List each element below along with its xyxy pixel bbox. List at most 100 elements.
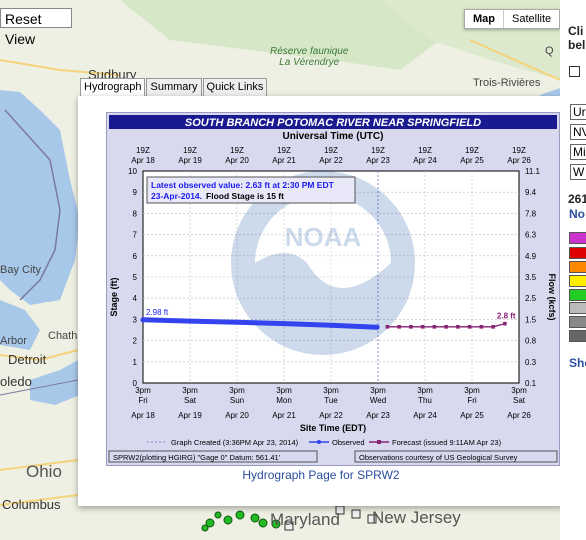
observed-point-1 <box>187 318 193 324</box>
map-label-maryland: Maryland <box>270 510 340 529</box>
flow-tick-6: 4.9 <box>525 252 537 261</box>
forecast-point-2 <box>409 325 413 329</box>
edt-tick-time-3: 3pm <box>276 386 292 395</box>
utc-tick-date-5: Apr 23 <box>366 156 390 165</box>
noaa-logo: NOAA <box>231 171 415 355</box>
map-label-detroit: Detroit <box>8 352 47 367</box>
map-label-columbus: Columbus <box>2 497 61 512</box>
legend-swatch-6 <box>569 316 586 328</box>
info-date: 23-Apr-2014. <box>151 191 202 201</box>
utc-tick-date-0: Apr 18 <box>131 156 155 165</box>
edt-tick-date-2: Apr 20 <box>225 411 249 420</box>
edt-tick-date-8: Apr 26 <box>507 411 531 420</box>
flow-tick-1: 0.3 <box>525 358 537 367</box>
edt-tick-day-6: Thu <box>418 396 432 405</box>
panel-show-link[interactable]: Sho <box>569 356 586 370</box>
edt-tick-date-5: Apr 23 <box>366 411 390 420</box>
observed-series-line <box>140 317 380 330</box>
edt-tick-day-4: Tue <box>324 396 338 405</box>
info-box <box>146 176 356 204</box>
panel-no-link[interactable]: No <box>569 207 585 221</box>
map-label-bay-city: Bay City <box>0 264 41 276</box>
map-label-arbor: Arbor <box>0 335 27 347</box>
edt-tick-day-3: Mon <box>276 396 292 405</box>
chart-title: SOUTH BRANCH POTOMAC RIVER NEAR SPRINGFI… <box>185 117 481 129</box>
map-type-map-button[interactable]: Map <box>473 13 495 25</box>
utc-tick-2: 19Z <box>230 146 244 155</box>
legend-observed: Observed <box>332 438 365 447</box>
edt-tick-date-3: Apr 21 <box>272 411 296 420</box>
flow-tick-8: 7.8 <box>525 209 537 218</box>
flow-tick-4: 2.5 <box>525 294 537 303</box>
map-label-new-jersey: New Jersey <box>372 508 461 527</box>
edt-tick-day-2: Sun <box>230 396 244 405</box>
panel-click-text: Cli <box>568 24 584 38</box>
edt-tick-day-5: Wed <box>370 396 386 405</box>
forecast-point-9 <box>491 325 495 329</box>
forecast-point-5 <box>444 325 448 329</box>
panel-option-2[interactable]: Mi <box>570 144 586 160</box>
series-layer: 2.98 ft 2.8 ft <box>140 308 516 330</box>
hydrograph-image: SOUTH BRANCH POTOMAC RIVER NEAR SPRINGFI… <box>106 112 560 466</box>
stage-tick-2: 2 <box>133 337 138 346</box>
map-label-toledo: oledo <box>0 374 32 389</box>
edt-tick-time-2: 3pm <box>229 386 245 395</box>
map-label-reserve: Réserve faunique La Vérendrye <box>270 46 349 68</box>
forecast-point-4 <box>432 325 437 329</box>
stage-tick-8: 8 <box>133 209 138 218</box>
info-line2: 23-Apr-2014. Flood Stage is 15 ft <box>151 191 284 201</box>
forecast-point-6 <box>456 325 460 329</box>
edt-tick-time-5: 3pm <box>370 386 386 395</box>
y-axis-label-stage: Stage (ft) <box>109 278 119 317</box>
utc-tick-date-4: Apr 22 <box>319 156 343 165</box>
utc-tick-5: 19Z <box>371 146 385 155</box>
flow-tick-9: 9.4 <box>525 188 537 197</box>
y-axis-label-flow: Flow (kcfs) <box>547 273 557 320</box>
grid-lines <box>143 171 519 383</box>
stage-tick-7: 7 <box>133 231 138 240</box>
tab-quick-links[interactable]: Quick Links <box>202 78 268 97</box>
observed-point-5 <box>374 324 380 330</box>
panel-checkbox[interactable] <box>569 66 580 77</box>
flow-tick-5: 3.5 <box>525 273 537 282</box>
map-label-ohio: Ohio <box>26 462 62 481</box>
hydrograph-page-link[interactable]: Hydrograph Page for SPRW2 <box>242 468 400 482</box>
map-type-satellite-button[interactable]: Satellite <box>503 10 559 28</box>
tab-summary[interactable]: Summary <box>146 78 202 97</box>
footer-credit: Observations courtesy of US Geological S… <box>359 453 518 462</box>
panel-option-1[interactable]: NV <box>570 124 586 140</box>
panel-option-0[interactable]: Ur <box>570 104 586 120</box>
utc-tick-8: 19Z <box>512 146 526 155</box>
edt-tick-day-0: Fri <box>138 396 148 405</box>
stage-tick-1: 1 <box>133 358 138 367</box>
edt-tick-date-1: Apr 19 <box>178 411 202 420</box>
observed-point-2 <box>234 319 240 325</box>
right-panel: Cli bel Ur NV Mi W 261 No Sho <box>560 0 586 540</box>
edt-tick-time-8: 3pm <box>511 386 527 395</box>
flow-tick-2: 0.8 <box>525 337 537 346</box>
legend-swatch-4 <box>569 289 586 301</box>
legend-created: Graph Created (3:36PM Apr 23, 2014) <box>171 438 299 447</box>
utc-tick-date-7: Apr 25 <box>460 156 484 165</box>
reset-view-button[interactable]: Reset View <box>0 8 72 47</box>
edt-tick-time-1: 3pm <box>182 386 198 395</box>
start-value-label: 2.98 ft <box>146 308 169 317</box>
forecast-point-1 <box>397 325 401 329</box>
footer-left-box <box>108 450 318 463</box>
observed-point-4 <box>328 322 334 328</box>
stage-tick-4: 4 <box>133 294 138 303</box>
edt-tick-time-6: 3pm <box>417 386 433 395</box>
tab-hydrograph[interactable]: Hydrograph <box>80 78 146 98</box>
forecast-point-10 <box>503 321 507 326</box>
info-flood-stage: Flood Stage is 15 ft <box>206 191 284 201</box>
utc-tick-3: 19Z <box>277 146 291 155</box>
edt-tick-date-0: Apr 18 <box>131 411 155 420</box>
panel-option-3[interactable]: W <box>570 164 586 180</box>
legend-observed-marker <box>317 440 321 444</box>
utc-tick-date-3: Apr 21 <box>272 156 296 165</box>
popup-tabs: Hydrograph Summary Quick Links <box>80 78 268 98</box>
title-bar <box>109 115 557 129</box>
footer-datum: SPRW2(plotting HGIRG) "Gage 0" Datum: 56… <box>113 453 281 462</box>
legend-forecast-marker <box>377 440 381 444</box>
